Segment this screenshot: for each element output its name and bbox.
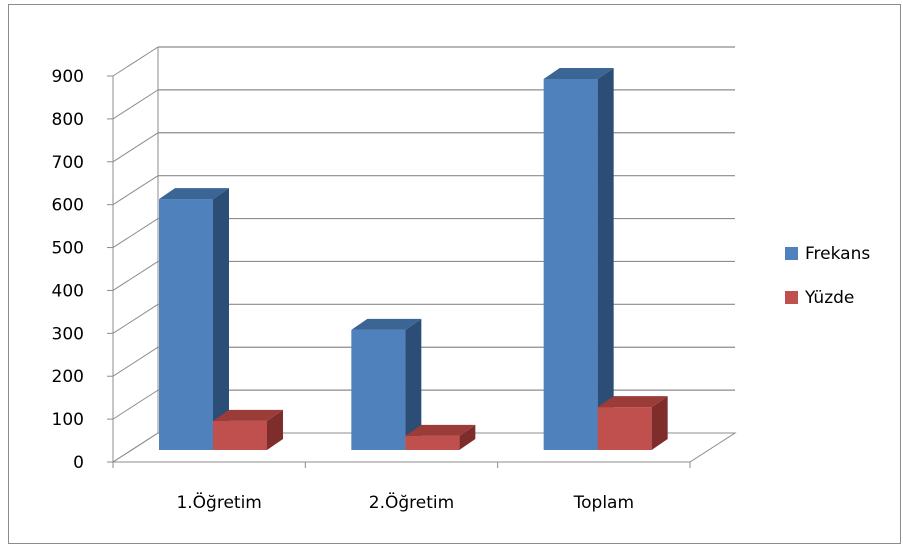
gridline-side (112, 432, 159, 463)
gridline-side (112, 89, 159, 120)
bar-side (597, 68, 614, 450)
bar-front (543, 79, 598, 450)
gridline-side (112, 132, 159, 163)
gridline-side (112, 46, 159, 77)
bar-side (651, 396, 668, 450)
bar-front (213, 420, 267, 450)
x-category-label: Toplam (573, 493, 634, 513)
bar-top (213, 409, 283, 421)
x-category-label: 2.Öğretim (369, 491, 454, 513)
legend: Frekans Yüzde (785, 244, 870, 308)
legend-swatch (785, 291, 798, 304)
y-tick-label: 400 (52, 281, 84, 301)
y-tick-label: 700 (52, 153, 84, 173)
y-tick-label: 300 (52, 324, 84, 344)
legend-label: Frekans (805, 244, 870, 264)
x-axis-category-labels: 1.Öğretim 2.Öğretim Toplam (112, 462, 691, 513)
legend-swatch (785, 247, 798, 260)
bars (159, 68, 668, 450)
gridline-side (112, 175, 159, 206)
chart-frame (8, 4, 901, 544)
y-tick-label: 500 (52, 239, 84, 259)
bar-front (597, 407, 652, 450)
bar-side (459, 424, 476, 450)
y-axis-tick-labels: 0 100 200 300 400 500 600 700 800 900 (52, 67, 113, 473)
bar-front (159, 199, 213, 450)
y-tick-label: 100 (52, 410, 84, 430)
bar-top (351, 318, 422, 330)
bar-side (267, 409, 283, 450)
y-tick-label: 0 (73, 453, 84, 473)
bar-top (159, 188, 229, 200)
y-tick-label: 900 (52, 67, 84, 87)
bar-front (351, 329, 406, 450)
y-tick-label: 600 (52, 196, 84, 216)
bar-side (213, 188, 229, 450)
bar-side (405, 318, 422, 450)
bar-top (543, 68, 614, 80)
bar-front (405, 435, 460, 450)
gridline-side (112, 303, 159, 334)
gridline-side (112, 389, 159, 420)
y-tick-label: 200 (52, 367, 84, 387)
bar-top (405, 424, 476, 436)
legend-label: Yüzde (804, 288, 854, 308)
gridlines (112, 46, 735, 463)
y-tick-label: 800 (52, 110, 84, 130)
x-category-label: 1.Öğretim (176, 491, 261, 513)
gridline-side (112, 218, 159, 248)
gridline-side (112, 261, 159, 291)
bar-top (597, 396, 668, 408)
gridline-side (112, 346, 159, 377)
